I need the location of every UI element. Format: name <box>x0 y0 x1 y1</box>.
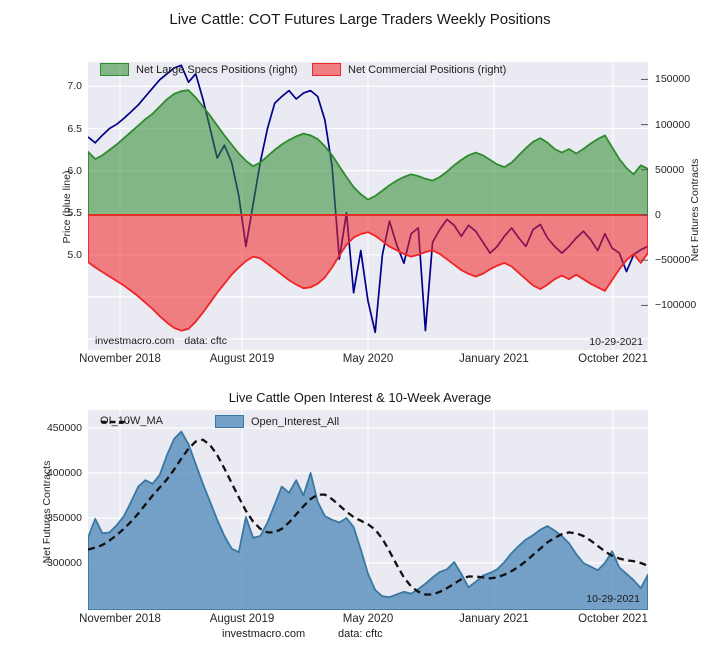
top-chart-canvas <box>88 62 648 350</box>
top-right-axis-tick: 50000 <box>655 163 685 176</box>
top-chart-plot: Net Large Specs Positions (right) Net Co… <box>88 62 648 350</box>
bottom-x-axis-tick: October 2021 <box>578 613 648 625</box>
net-commercial-legend-swatch <box>312 63 341 76</box>
footer-source-text: investmacro.com <box>222 628 306 640</box>
net-large-specs-legend-swatch <box>100 63 129 76</box>
top-right-axis-tick: −100000 <box>655 299 697 312</box>
bottom-left-axis-tick: 400000 <box>46 467 82 479</box>
bottom-chart-last-date: 10-29-2021 <box>586 593 640 605</box>
bottom-x-axis-tick: November 2018 <box>79 613 161 625</box>
net-commercial-area <box>88 214 648 332</box>
legend-net-commercial: Net Commercial Positions (right) <box>312 63 506 76</box>
legend-net-large-specs: Net Large Specs Positions (right) <box>100 63 297 76</box>
legend-oi-10w-ma: OI_10W_MA <box>100 415 163 427</box>
net-large-specs-legend-label: Net Large Specs Positions (right) <box>136 63 298 76</box>
top-left-axis-tick: 6.0 <box>67 164 82 177</box>
oi-10w-ma-line <box>88 438 648 596</box>
top-left-axis-tick: 5.5 <box>67 206 82 219</box>
top-x-axis-tick: August 2019 <box>209 353 275 365</box>
bottom-left-axis-tick: 300000 <box>46 557 82 569</box>
top-left-axis-tick: 7.0 <box>67 80 82 93</box>
legend-open-interest: Open_Interest_All <box>215 415 339 428</box>
open-interest-legend-label: Open_Interest_All <box>251 415 340 428</box>
top-right-axis-tick: −50000 <box>655 254 691 267</box>
net-commercial-legend-label: Net Commercial Positions (right) <box>348 63 507 76</box>
top-chart-source-note: investmacro.com data: cftc <box>95 335 227 347</box>
net-large-specs-area <box>88 89 648 216</box>
top-left-axis-tick: 6.5 <box>67 122 82 135</box>
bottom-left-axis-tick: 350000 <box>46 512 82 524</box>
bottom-chart-canvas <box>88 410 648 610</box>
bottom-x-axis-tick: May 2020 <box>342 613 394 625</box>
bottom-chart-plot: OI_10W_MA Open_Interest_All 10-29-2021 <box>88 410 648 610</box>
footer-data-source-text: data: cftc <box>338 628 383 640</box>
open-interest-area <box>88 430 648 610</box>
top-x-axis-tick: October 2021 <box>578 353 648 365</box>
oi-10w-ma-legend-label: OI_10W_MA <box>100 415 163 427</box>
open-interest-legend-swatch <box>215 415 244 428</box>
bottom-left-axis-tick: 450000 <box>46 422 82 434</box>
top-left-axis-tick: 5.0 <box>67 248 82 261</box>
source-text: investmacro.com <box>95 335 175 347</box>
top-right-axis-tick: 150000 <box>655 73 691 86</box>
right-axis-tick-marks <box>641 78 648 306</box>
top-x-axis-tick: May 2020 <box>342 353 394 365</box>
top-chart-last-date: 10-29-2021 <box>589 336 643 348</box>
top-x-axis-tick: January 2021 <box>459 353 529 365</box>
bottom-x-axis-tick: January 2021 <box>459 613 529 625</box>
oi-10w-ma-legend-line <box>101 420 129 424</box>
bottom-x-axis-tick: August 2019 <box>209 613 275 625</box>
top-right-axis-title: Net Futures Contracts <box>689 158 701 262</box>
bottom-chart-title: Live Cattle Open Interest & 10-Week Aver… <box>228 390 492 405</box>
top-x-axis-tick: November 2018 <box>79 353 161 365</box>
top-right-axis-tick: 0 <box>655 209 661 221</box>
page-title: Live Cattle: COT Futures Large Traders W… <box>169 11 551 28</box>
top-right-axis-tick: 100000 <box>655 118 691 131</box>
data-source-text: data: cftc <box>184 335 227 347</box>
